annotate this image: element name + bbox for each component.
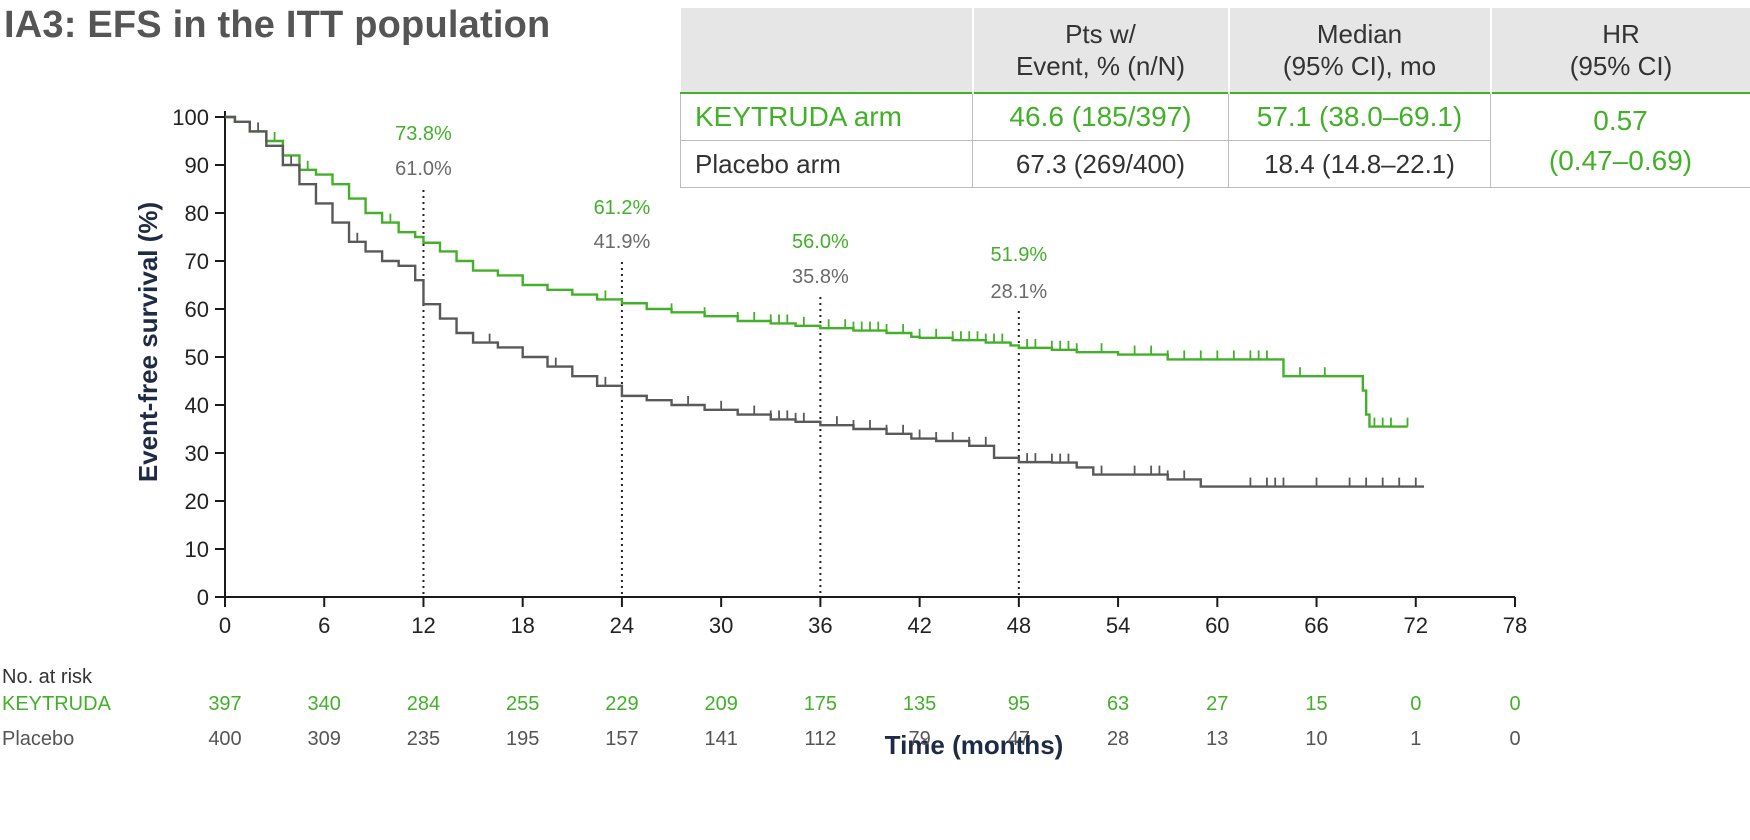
x-tick-label: 12 [411, 613, 435, 638]
risk-value-keytruda: 209 [704, 693, 737, 715]
x-tick-label: 66 [1304, 613, 1328, 638]
x-tick-label: 18 [510, 613, 534, 638]
summary-row-keytruda: KEYTRUDA arm 46.6 (185/397) 57.1 (38.0–6… [680, 92, 1750, 188]
risk-value-keytruda: 63 [1107, 693, 1129, 715]
x-tick-label: 54 [1106, 613, 1130, 638]
y-tick-label: 90 [185, 153, 209, 178]
x-axis-label: Time (months) [885, 730, 1064, 760]
risk-value-placebo: 10 [1305, 728, 1327, 750]
y-tick-label: 10 [185, 537, 209, 562]
risk-value-keytruda: 0 [1410, 693, 1421, 715]
summary-row-placebo: Placebo arm 67.3 (269/400) 18.4 (14.8–22… [680, 140, 1750, 188]
y-tick-label: 80 [185, 201, 209, 226]
landmark-keytruda-label: 61.2% [594, 197, 651, 219]
summary-hr-value: 0.57 [1593, 104, 1648, 136]
y-tick-label: 70 [185, 249, 209, 274]
risk-value-placebo: 195 [506, 728, 539, 750]
summary-arm-keytruda: KEYTRUDA arm [680, 92, 973, 141]
summary-header-row: Pts w/Event, % (n/N) Median (95% CI), mo … [680, 8, 1750, 93]
landmark-placebo-label: 28.1% [990, 281, 1047, 303]
summary-header-blank [680, 8, 973, 93]
risk-value-placebo: 141 [704, 728, 737, 750]
x-tick-label: 48 [1007, 613, 1031, 638]
risk-value-placebo: 400 [208, 728, 241, 750]
risk-value-placebo: 13 [1206, 728, 1228, 750]
x-tick-label: 6 [318, 613, 330, 638]
summary-arm-placebo: Placebo arm [680, 140, 973, 188]
summary-header-events: Pts w/Event, % (n/N) [971, 8, 1229, 93]
x-tick-label: 60 [1205, 613, 1229, 638]
risk-value-keytruda: 284 [407, 693, 440, 715]
x-tick-label: 30 [709, 613, 733, 638]
risk-value-keytruda: 0 [1509, 693, 1520, 715]
y-tick-label: 60 [185, 297, 209, 322]
x-tick-label: 24 [610, 613, 634, 638]
risk-value-placebo: 0 [1509, 728, 1520, 750]
curve-placebo [225, 115, 1425, 488]
landmark-keytruda-label: 51.9% [990, 244, 1047, 266]
summary-hr-ci: (0.47–0.69) [1548, 144, 1693, 176]
summary-table: Pts w/Event, % (n/N) Median (95% CI), mo … [680, 8, 1750, 188]
risk-value-keytruda: 340 [308, 693, 341, 715]
risk-value-placebo: 47 [1008, 728, 1030, 750]
summary-median-keytruda: 57.1 (38.0–69.1) [1228, 92, 1491, 141]
y-tick-label: 50 [185, 345, 209, 370]
risk-value-placebo: 28 [1107, 728, 1129, 750]
y-tick-label: 40 [185, 393, 209, 418]
risk-value-keytruda: 27 [1206, 693, 1228, 715]
risk-table-header: No. at risk [2, 666, 93, 688]
summary-header-median: Median (95% CI), mo [1227, 8, 1491, 93]
y-tick-label: 100 [172, 105, 209, 130]
landmark-placebo-label: 41.9% [594, 231, 651, 253]
risk-value-keytruda: 255 [506, 693, 539, 715]
y-tick-label: 20 [185, 489, 209, 514]
risk-value-placebo: 309 [308, 728, 341, 750]
risk-value-keytruda: 175 [804, 693, 837, 715]
risk-value-keytruda: 15 [1305, 693, 1327, 715]
x-tick-label: 42 [907, 613, 931, 638]
risk-value-keytruda: 229 [605, 693, 638, 715]
x-tick-label: 72 [1404, 613, 1428, 638]
landmark-placebo-label: 35.8% [792, 266, 849, 288]
page-title: IA3: EFS in the ITT population [4, 4, 551, 46]
x-tick-label: 36 [808, 613, 832, 638]
y-axis-label: Event-free survival (%) [133, 202, 163, 482]
y-tick-label: 0 [197, 585, 209, 610]
summary-header-hr: HR (95% CI) [1489, 8, 1750, 93]
risk-value-keytruda: 397 [208, 693, 241, 715]
risk-value-placebo: 79 [908, 728, 930, 750]
summary-median-placebo: 18.4 (14.8–22.1) [1228, 140, 1491, 188]
risk-value-keytruda: 95 [1008, 693, 1030, 715]
risk-value-placebo: 157 [605, 728, 638, 750]
x-tick-label: 0 [219, 613, 231, 638]
summary-header-median-text: Median (95% CI), mo [1282, 19, 1437, 81]
x-tick-label: 78 [1503, 613, 1527, 638]
summary-events-keytruda: 46.6 (185/397) [972, 92, 1229, 141]
landmark-keytruda-label: 56.0% [792, 231, 849, 253]
risk-row-label-keytruda: KEYTRUDA [2, 693, 112, 715]
risk-row-label-placebo: Placebo [2, 728, 74, 750]
summary-header-events-text: Pts w/Event, % (n/N) [1015, 19, 1186, 81]
risk-value-placebo: 112 [804, 728, 836, 750]
summary-hr-cell: 0.57 (0.47–0.69) [1490, 92, 1750, 188]
risk-value-placebo: 1 [1410, 728, 1421, 750]
risk-value-keytruda: 135 [903, 693, 936, 715]
summary-events-placebo: 67.3 (269/400) [972, 140, 1229, 188]
landmark-placebo-label: 61.0% [395, 158, 452, 180]
y-tick-label: 30 [185, 441, 209, 466]
landmark-keytruda-label: 73.8% [395, 123, 452, 145]
risk-value-placebo: 235 [407, 728, 440, 750]
summary-header-hr-text: HR (95% CI) [1569, 19, 1673, 81]
